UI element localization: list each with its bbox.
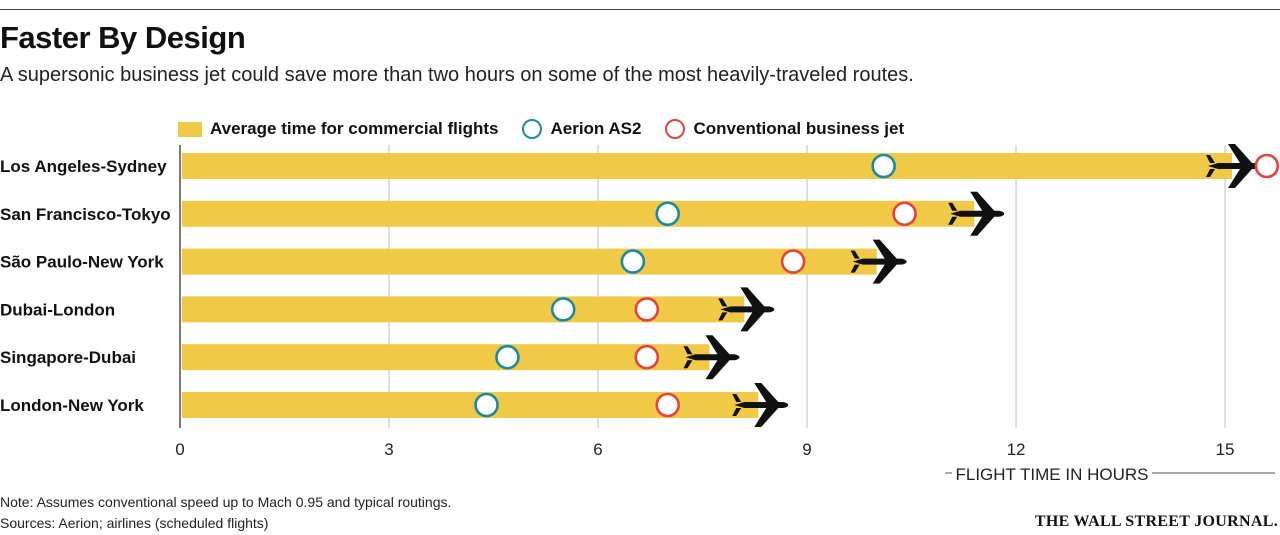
x-tick-label-3: 3: [384, 440, 393, 459]
conventional-marker-1: [892, 201, 917, 227]
plane-icon: [948, 191, 1005, 236]
x-axis-title: FLIGHT TIME IN HOURS: [955, 465, 1148, 484]
footnote: Note: Assumes conventional speed up to M…: [0, 494, 452, 510]
plane-icon: [683, 335, 740, 380]
conventional-marker-3: [634, 297, 660, 322]
route-label-5: London-New York: [0, 396, 144, 415]
legend-bar-swatch: [178, 121, 202, 137]
legend-conventional-marker: [665, 119, 686, 139]
route-label-4: Singapore-Dubai: [0, 348, 136, 367]
commercial-bar-1: [182, 200, 975, 227]
x-tick-label-6: 6: [593, 440, 602, 459]
x-tick-label-12: 12: [1007, 440, 1026, 459]
x-tick-label-0: 0: [175, 440, 184, 459]
chart-title: Faster By Design: [0, 20, 246, 55]
conventional-marker-4: [634, 344, 660, 370]
legend-item-conventional: Conventional business jet: [665, 119, 904, 139]
route-label-1: San Francisco-Tokyo: [0, 205, 171, 224]
chart-subtitle: A supersonic business jet could save mor…: [0, 64, 914, 86]
legend-aerion-marker: [522, 119, 543, 139]
aerion-marker-1: [655, 201, 680, 227]
commercial-bar-3: [182, 296, 745, 323]
route-label-0: Los Angeles-Sydney: [0, 157, 167, 176]
x-tick-label-9: 9: [802, 440, 811, 459]
legend-label-commercial: Average time for commercial flights: [210, 119, 499, 138]
plane-icon: [1206, 144, 1263, 188]
commercial-bar-2: [182, 248, 877, 275]
plane-icon: [850, 239, 907, 284]
plane-icon: [718, 287, 775, 332]
aerion-marker-0: [871, 153, 896, 179]
route-label-3: Dubai-London: [0, 300, 115, 319]
conventional-marker-2: [780, 249, 806, 274]
legend-label-aerion: Aerion AS2: [550, 119, 642, 138]
commercial-bar-0: [182, 153, 1233, 179]
x-axis-title-bg: [952, 463, 1152, 483]
legend-item-commercial: Average time for commercial flights: [178, 119, 498, 139]
plane-icon: [732, 383, 789, 427]
conventional-marker-5: [655, 392, 680, 418]
route-label-2: São Paulo-New York: [0, 253, 164, 272]
sources-line: Sources: Aerion; airlines (scheduled fli…: [0, 515, 269, 531]
top-rule: [0, 9, 1280, 10]
legend-item-aerion: Aerion AS2: [522, 119, 641, 139]
aerion-marker-5: [474, 392, 499, 418]
aerion-marker-2: [620, 249, 646, 274]
aerion-marker-3: [550, 297, 576, 322]
legend-label-conventional: Conventional business jet: [693, 119, 905, 138]
commercial-bar-4: [182, 344, 710, 371]
x-tick-label-15: 15: [1216, 440, 1235, 459]
aerion-marker-4: [495, 344, 520, 370]
conventional-marker-0: [1254, 153, 1280, 179]
legend: Average time for commercial flights Aeri…: [178, 117, 928, 141]
wsj-logo: THE WALL STREET JOURNAL.: [1034, 513, 1278, 530]
